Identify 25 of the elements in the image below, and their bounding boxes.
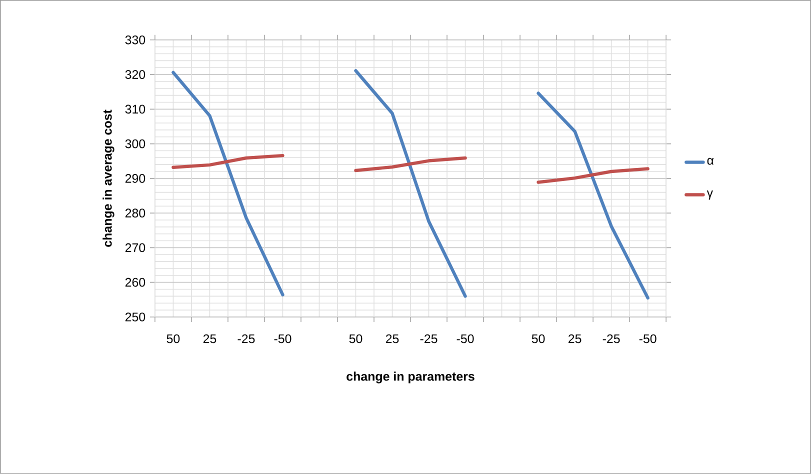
x-tick-label: 50 xyxy=(349,334,362,344)
y-tick-label: 320 xyxy=(125,70,146,79)
x-tick-label: -25 xyxy=(602,334,620,344)
y-tick-label: 300 xyxy=(125,139,146,148)
x-tick-label: 50 xyxy=(166,334,180,344)
x-tick-label: 25 xyxy=(203,334,216,344)
y-tick-label: 330 xyxy=(125,36,146,44)
x-axis-title: change in parameters xyxy=(346,372,474,384)
x-tick-label: -50 xyxy=(639,334,656,344)
x-tick-label: -50 xyxy=(274,334,292,344)
y-tick-label: 250 xyxy=(125,312,146,322)
y-tick-label: 280 xyxy=(125,208,146,218)
x-tick-label: -50 xyxy=(456,334,474,344)
legend-label: α xyxy=(707,158,714,165)
y-tick-label: 310 xyxy=(125,104,146,114)
legend-label: γ xyxy=(706,190,713,200)
x-tick-label: -25 xyxy=(238,334,255,344)
y-tick-label: 290 xyxy=(125,174,146,183)
x-tick-label: -25 xyxy=(420,334,438,344)
x-tick-label: 25 xyxy=(386,334,399,344)
x-tick-label: 25 xyxy=(568,334,582,344)
y-axis-title: change in average cost xyxy=(102,110,114,247)
x-tick-label: 50 xyxy=(532,334,545,344)
y-tick-label: 260 xyxy=(125,278,146,287)
y-tick-label: 270 xyxy=(125,243,146,252)
